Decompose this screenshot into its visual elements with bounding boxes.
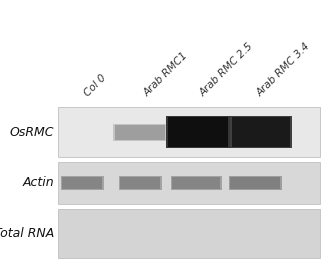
- Bar: [172, 177, 220, 189]
- Text: Total RNA: Total RNA: [0, 227, 54, 240]
- Bar: [120, 177, 160, 189]
- Bar: [62, 177, 102, 189]
- Bar: [61, 176, 103, 190]
- Bar: [228, 176, 282, 190]
- Bar: [230, 116, 292, 148]
- Text: OsRMC: OsRMC: [9, 126, 54, 139]
- Bar: [168, 117, 228, 147]
- Bar: [170, 176, 222, 190]
- Text: Arab RMC 3.4: Arab RMC 3.4: [255, 41, 312, 98]
- Bar: [115, 124, 165, 139]
- Bar: [58, 209, 320, 258]
- Text: Actin: Actin: [22, 177, 54, 189]
- Bar: [113, 123, 167, 140]
- Text: Col 0: Col 0: [82, 72, 108, 98]
- Bar: [119, 176, 161, 190]
- Bar: [58, 107, 320, 157]
- Bar: [58, 162, 320, 204]
- Bar: [232, 117, 290, 147]
- Text: Arab RMC 2.5: Arab RMC 2.5: [198, 41, 255, 98]
- Text: Arab RMC1: Arab RMC1: [142, 50, 190, 98]
- Bar: [230, 177, 280, 189]
- Bar: [166, 116, 230, 148]
